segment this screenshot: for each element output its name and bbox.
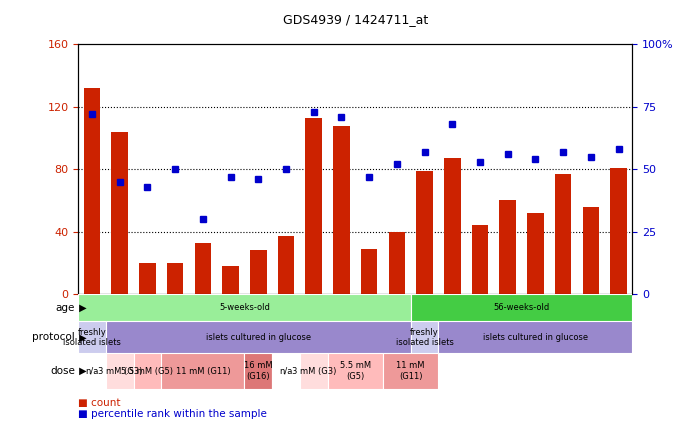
- Bar: [610, 168, 627, 294]
- Text: 5.5 mM
(G5): 5.5 mM (G5): [340, 362, 371, 381]
- Bar: [167, 263, 184, 294]
- Bar: [411, 294, 632, 321]
- Bar: [250, 250, 267, 294]
- Text: ■ percentile rank within the sample: ■ percentile rank within the sample: [78, 409, 267, 419]
- Bar: [78, 353, 106, 389]
- Text: islets cultured in glucose: islets cultured in glucose: [206, 333, 311, 342]
- Bar: [161, 353, 245, 389]
- Bar: [333, 126, 350, 294]
- Bar: [139, 263, 156, 294]
- Bar: [106, 353, 133, 389]
- Bar: [78, 321, 106, 353]
- Text: 5.5 mM (G5): 5.5 mM (G5): [122, 367, 173, 376]
- Bar: [245, 353, 272, 389]
- Text: ▶: ▶: [76, 303, 87, 313]
- Bar: [555, 174, 571, 294]
- Text: age: age: [56, 303, 75, 313]
- Text: 16 mM
(G16): 16 mM (G16): [244, 362, 273, 381]
- Bar: [300, 353, 328, 389]
- Text: GDS4939 / 1424711_at: GDS4939 / 1424711_at: [283, 13, 428, 26]
- Bar: [439, 321, 632, 353]
- Bar: [411, 321, 439, 353]
- Text: n/a: n/a: [86, 367, 99, 376]
- Text: freshly
isolated islets: freshly isolated islets: [396, 328, 454, 347]
- Bar: [361, 249, 377, 294]
- Bar: [305, 118, 322, 294]
- Bar: [527, 213, 544, 294]
- Text: 5-weeks-old: 5-weeks-old: [219, 303, 270, 312]
- Bar: [583, 207, 599, 294]
- Bar: [78, 294, 411, 321]
- Bar: [388, 232, 405, 294]
- Bar: [499, 201, 516, 294]
- Bar: [383, 353, 439, 389]
- Bar: [472, 225, 488, 294]
- Bar: [277, 236, 294, 294]
- Bar: [106, 321, 411, 353]
- Text: 3 mM (G3): 3 mM (G3): [292, 367, 336, 376]
- Bar: [133, 353, 161, 389]
- Text: freshly
isolated islets: freshly isolated islets: [63, 328, 121, 347]
- Text: 11 mM
(G11): 11 mM (G11): [396, 362, 425, 381]
- Text: ▶: ▶: [76, 366, 87, 376]
- Text: 11 mM (G11): 11 mM (G11): [175, 367, 231, 376]
- Bar: [444, 158, 460, 294]
- Bar: [84, 88, 101, 294]
- Text: dose: dose: [50, 366, 75, 376]
- Bar: [194, 242, 211, 294]
- Text: 56-weeks-old: 56-weeks-old: [494, 303, 549, 312]
- Text: 3 mM (G3): 3 mM (G3): [97, 367, 142, 376]
- Text: islets cultured in glucose: islets cultured in glucose: [483, 333, 588, 342]
- Text: ▶: ▶: [76, 332, 87, 342]
- Bar: [328, 353, 383, 389]
- Bar: [112, 132, 128, 294]
- Bar: [272, 353, 300, 389]
- Text: protocol: protocol: [32, 332, 75, 342]
- Bar: [416, 171, 433, 294]
- Text: ■ count: ■ count: [78, 398, 121, 408]
- Bar: [222, 266, 239, 294]
- Text: n/a: n/a: [279, 367, 292, 376]
